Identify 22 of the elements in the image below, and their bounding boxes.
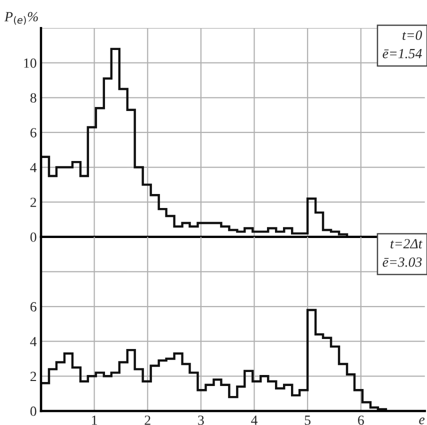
x-tick-label: 5 xyxy=(304,416,310,425)
y-tick-label: 0 xyxy=(30,406,36,416)
y-tick-label: 8 xyxy=(30,93,36,103)
x-tick-label: 1 xyxy=(92,416,97,425)
y-tick-label: 0 xyxy=(30,232,36,242)
y-tick-label: 6 xyxy=(30,302,36,312)
x-tick-label: 4 xyxy=(251,416,258,425)
annotation: t=2Δt xyxy=(390,239,422,248)
annotation: ē=3.03 xyxy=(382,257,422,267)
y-tick-label: 10 xyxy=(24,58,36,68)
x-axis-title: e xyxy=(419,418,425,424)
y-tick-label: 2 xyxy=(30,372,36,381)
x-tick-label: 6 xyxy=(358,416,364,425)
annotation: t=0 xyxy=(402,30,422,40)
x-tick-label: 2 xyxy=(144,416,150,425)
annotation: ē=1.54 xyxy=(382,48,422,58)
y-tick-label: 4 xyxy=(30,337,37,346)
y-axis-title: P$_{(e)}$% xyxy=(4,12,38,25)
y-tick-label: 4 xyxy=(30,162,37,172)
y-tick-label: 6 xyxy=(30,128,36,138)
x-tick-label: 3 xyxy=(198,416,204,425)
y-tick-label: 2 xyxy=(30,198,36,207)
